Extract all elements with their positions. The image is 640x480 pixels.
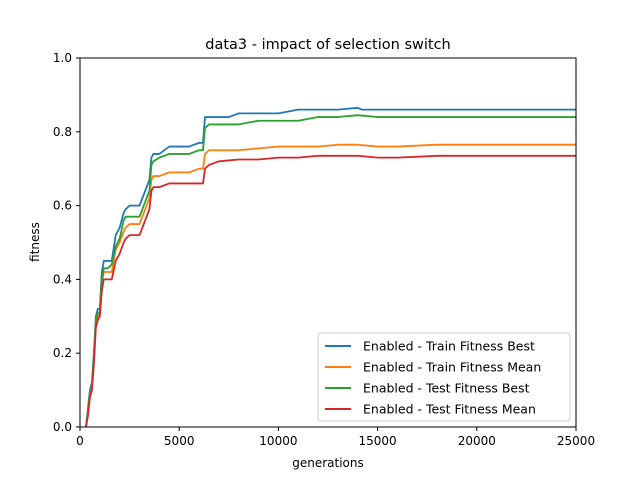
y-axis-label: fitness [28,222,42,262]
legend-entry: Enabled - Train Fitness Best [363,339,535,354]
legend-box [317,332,571,422]
y-tick-label: 0.4 [53,272,72,286]
chart-title: data3 - impact of selection switch [205,37,451,53]
series-line-4 [85,154,576,428]
legend-entry: Enabled - Test Fitness Mean [363,402,536,417]
legend-entry: Enabled - Test Fitness Best [363,381,530,396]
x-tick-label: 10000 [259,434,297,448]
x-tick-label: 5000 [164,434,195,448]
x-tick-label: 15000 [359,434,397,448]
y-tick-label: 0.0 [53,420,72,434]
y-axis-ticks: 0.0 0.2 0.4 0.6 0.8 1.0 [53,51,80,434]
y-tick-label: 1.0 [53,51,72,65]
plot-frame [79,57,577,428]
legend: Enabled - Train Fitness Best Enabled - Tr… [317,332,571,422]
y-tick-label: 0.6 [53,199,72,213]
x-tick-label: 0 [76,434,84,448]
y-tick-label: 0.8 [53,125,72,139]
series-layer [85,106,576,428]
legend-entry: Enabled - Train Fitness Mean [363,360,541,375]
series-line-3 [85,114,576,428]
x-axis-ticks: 0 5000 10000 15000 20000 25000 [76,427,595,448]
x-tick-label: 25000 [557,434,595,448]
x-tick-label: 20000 [458,434,496,448]
x-axis-label: generations [292,456,364,470]
y-tick-label: 0.2 [53,346,72,360]
